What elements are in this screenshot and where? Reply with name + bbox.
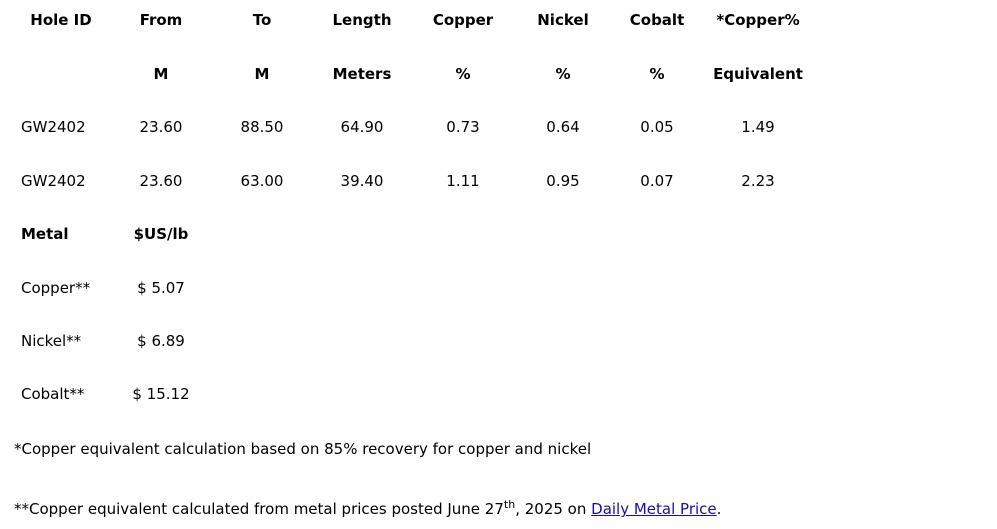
header-cell: Nickel — [537, 11, 589, 29]
table-cell: 0.05 — [640, 118, 674, 136]
footnote: *Copper equivalent calculation based on … — [14, 440, 592, 458]
header-cell: To — [252, 11, 272, 29]
footnote-text: . — [716, 500, 722, 518]
link[interactable]: Daily Metal Price — [591, 500, 717, 518]
table-cell: 0.95 — [546, 172, 580, 190]
table-cell: $ 6.89 — [137, 332, 185, 350]
table-cell: 23.60 — [139, 118, 183, 136]
footnote: **Copper equivalent calculated from meta… — [14, 499, 721, 519]
header-cell: Metal — [21, 225, 69, 243]
table-cell: 0.73 — [446, 118, 480, 136]
table-cell: 63.00 — [240, 172, 284, 190]
table-cell: $ 5.07 — [137, 279, 185, 297]
header-cell: M — [254, 65, 270, 83]
table-cell: $ 15.12 — [132, 385, 190, 403]
table-cell: Copper** — [21, 279, 91, 297]
superscript: th — [503, 498, 516, 511]
table-cell: Cobalt** — [21, 385, 85, 403]
table-cell: 88.50 — [240, 118, 284, 136]
header-cell: Length — [332, 11, 392, 29]
table-cell: 39.40 — [340, 172, 384, 190]
table-cell: 1.49 — [741, 118, 775, 136]
header-cell: % — [649, 65, 665, 83]
header-cell: Cobalt — [629, 11, 685, 29]
table-cell: GW2402 — [21, 118, 86, 136]
footnote-text: , 2025 on — [515, 500, 592, 518]
table-cell: 1.11 — [446, 172, 480, 190]
header-cell: Meters — [332, 65, 392, 83]
footnote-text: **Copper equivalent calculated from meta… — [14, 500, 504, 518]
table-cell: GW2402 — [21, 172, 86, 190]
table-cell: 23.60 — [139, 172, 183, 190]
table-cell: 64.90 — [340, 118, 384, 136]
header-cell: % — [455, 65, 471, 83]
table-cell: 2.23 — [741, 172, 775, 190]
header-cell: From — [139, 11, 183, 29]
header-cell: Hole ID — [30, 11, 92, 29]
header-cell: M — [153, 65, 169, 83]
header-cell: Copper — [432, 11, 494, 29]
table-cell: 0.64 — [546, 118, 580, 136]
table-cell: 0.07 — [640, 172, 674, 190]
table-cell: Nickel** — [21, 332, 82, 350]
header-cell: $US/lb — [133, 225, 189, 243]
header-cell: *Copper% — [716, 11, 800, 29]
header-cell: % — [555, 65, 571, 83]
header-cell: Equivalent — [713, 65, 803, 83]
